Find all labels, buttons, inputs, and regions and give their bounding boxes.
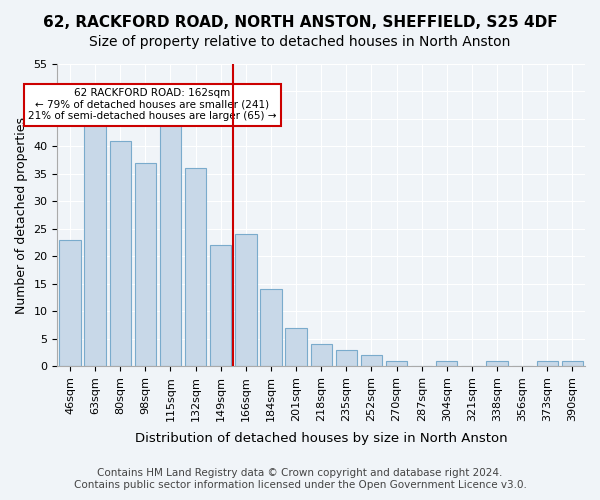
Bar <box>210 245 232 366</box>
X-axis label: Distribution of detached houses by size in North Anston: Distribution of detached houses by size … <box>135 432 508 445</box>
Bar <box>436 360 457 366</box>
Text: 62, RACKFORD ROAD, NORTH ANSTON, SHEFFIELD, S25 4DF: 62, RACKFORD ROAD, NORTH ANSTON, SHEFFIE… <box>43 15 557 30</box>
Bar <box>59 240 80 366</box>
Bar <box>335 350 357 366</box>
Text: 62 RACKFORD ROAD: 162sqm
← 79% of detached houses are smaller (241)
21% of semi-: 62 RACKFORD ROAD: 162sqm ← 79% of detach… <box>28 88 277 122</box>
Bar <box>235 234 257 366</box>
Bar <box>487 360 508 366</box>
Bar <box>562 360 583 366</box>
Bar <box>134 163 156 366</box>
Bar <box>185 168 206 366</box>
Bar <box>536 360 558 366</box>
Text: Contains HM Land Registry data © Crown copyright and database right 2024.
Contai: Contains HM Land Registry data © Crown c… <box>74 468 526 490</box>
Bar <box>160 119 181 366</box>
Bar <box>286 328 307 366</box>
Bar <box>85 119 106 366</box>
Y-axis label: Number of detached properties: Number of detached properties <box>15 116 28 314</box>
Bar <box>110 141 131 366</box>
Bar <box>361 355 382 366</box>
Bar <box>311 344 332 366</box>
Text: Size of property relative to detached houses in North Anston: Size of property relative to detached ho… <box>89 35 511 49</box>
Bar <box>260 289 281 366</box>
Bar <box>386 360 407 366</box>
